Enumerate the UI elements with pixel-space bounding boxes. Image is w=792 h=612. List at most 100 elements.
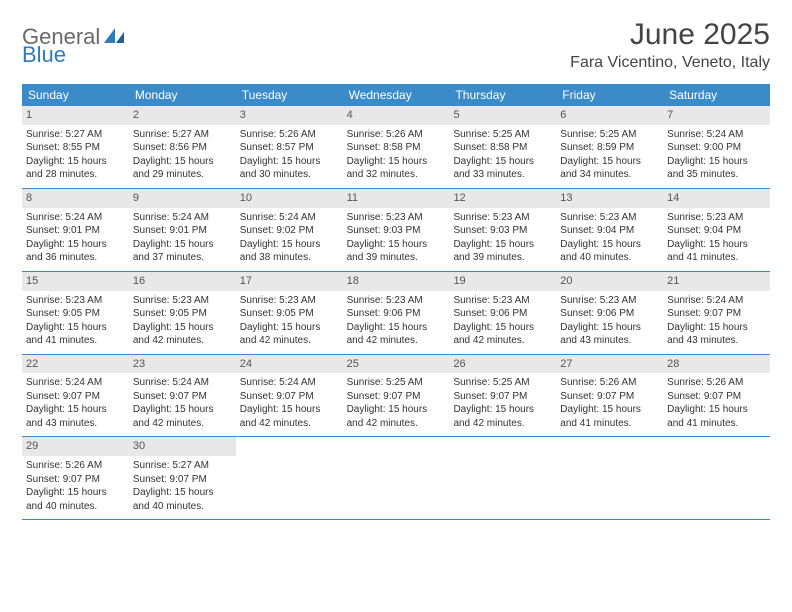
title-block: June 2025 Fara Vicentino, Veneto, Italy [570,18,770,72]
day-cell: 30Sunrise: 5:27 AMSunset: 9:07 PMDayligh… [129,437,236,519]
daylight-line: Daylight: 15 hours and 43 minutes. [26,403,125,430]
day-number: 6 [556,106,663,125]
sunrise-line: Sunrise: 5:25 AM [453,128,552,142]
day-number: 5 [449,106,556,125]
day-number: 1 [22,106,129,125]
sunset-line: Sunset: 9:07 PM [26,390,125,404]
day-body: Sunrise: 5:23 AMSunset: 9:04 PMDaylight:… [556,208,663,271]
daylight-line: Daylight: 15 hours and 42 minutes. [453,403,552,430]
sunrise-line: Sunrise: 5:26 AM [560,376,659,390]
sunset-line: Sunset: 9:05 PM [133,307,232,321]
weeks-container: 1Sunrise: 5:27 AMSunset: 8:55 PMDaylight… [22,106,770,520]
day-body: Sunrise: 5:24 AMSunset: 9:07 PMDaylight:… [129,373,236,436]
daylight-line: Daylight: 15 hours and 34 minutes. [560,155,659,182]
day-body: Sunrise: 5:25 AMSunset: 9:07 PMDaylight:… [449,373,556,436]
day-number: 22 [22,355,129,374]
daylight-line: Daylight: 15 hours and 35 minutes. [667,155,766,182]
day-body: Sunrise: 5:23 AMSunset: 9:06 PMDaylight:… [343,291,450,354]
location-subtitle: Fara Vicentino, Veneto, Italy [570,54,770,72]
day-body: Sunrise: 5:23 AMSunset: 9:05 PMDaylight:… [236,291,343,354]
day-cell: 12Sunrise: 5:23 AMSunset: 9:03 PMDayligh… [449,189,556,271]
weekday-monday: Monday [129,84,236,106]
sunset-line: Sunset: 9:06 PM [453,307,552,321]
daylight-line: Daylight: 15 hours and 28 minutes. [26,155,125,182]
day-cell: 13Sunrise: 5:23 AMSunset: 9:04 PMDayligh… [556,189,663,271]
weekday-wednesday: Wednesday [343,84,450,106]
day-number: 12 [449,189,556,208]
day-number: 17 [236,272,343,291]
sunset-line: Sunset: 9:01 PM [26,224,125,238]
week-row: 22Sunrise: 5:24 AMSunset: 9:07 PMDayligh… [22,355,770,438]
daylight-line: Daylight: 15 hours and 42 minutes. [347,321,446,348]
daylight-line: Daylight: 15 hours and 39 minutes. [453,238,552,265]
day-body: Sunrise: 5:23 AMSunset: 9:03 PMDaylight:… [449,208,556,271]
day-number: 25 [343,355,450,374]
day-body: Sunrise: 5:24 AMSunset: 9:07 PMDaylight:… [236,373,343,436]
day-cell: 1Sunrise: 5:27 AMSunset: 8:55 PMDaylight… [22,106,129,188]
day-number: 9 [129,189,236,208]
sunset-line: Sunset: 9:06 PM [560,307,659,321]
day-cell: 7Sunrise: 5:24 AMSunset: 9:00 PMDaylight… [663,106,770,188]
day-body: Sunrise: 5:24 AMSunset: 9:01 PMDaylight:… [22,208,129,271]
day-number: 24 [236,355,343,374]
sunset-line: Sunset: 9:07 PM [667,390,766,404]
day-cell: 27Sunrise: 5:26 AMSunset: 9:07 PMDayligh… [556,355,663,437]
weekday-saturday: Saturday [663,84,770,106]
sunrise-line: Sunrise: 5:24 AM [240,211,339,225]
day-body: Sunrise: 5:25 AMSunset: 8:58 PMDaylight:… [449,125,556,188]
sunrise-line: Sunrise: 5:23 AM [560,211,659,225]
sunrise-line: Sunrise: 5:26 AM [347,128,446,142]
day-body: Sunrise: 5:25 AMSunset: 8:59 PMDaylight:… [556,125,663,188]
daylight-line: Daylight: 15 hours and 42 minutes. [453,321,552,348]
week-row: 15Sunrise: 5:23 AMSunset: 9:05 PMDayligh… [22,272,770,355]
sunrise-line: Sunrise: 5:23 AM [347,294,446,308]
day-cell: 6Sunrise: 5:25 AMSunset: 8:59 PMDaylight… [556,106,663,188]
day-number: 27 [556,355,663,374]
sunset-line: Sunset: 9:07 PM [667,307,766,321]
daylight-line: Daylight: 15 hours and 42 minutes. [133,403,232,430]
sunset-line: Sunset: 9:03 PM [453,224,552,238]
sunrise-line: Sunrise: 5:23 AM [453,294,552,308]
weekday-tuesday: Tuesday [236,84,343,106]
sunrise-line: Sunrise: 5:24 AM [240,376,339,390]
day-cell [449,437,556,519]
day-number: 21 [663,272,770,291]
weekday-friday: Friday [556,84,663,106]
page-header: General June 2025 Fara Vicentino, Veneto… [22,18,770,72]
day-cell: 3Sunrise: 5:26 AMSunset: 8:57 PMDaylight… [236,106,343,188]
sunset-line: Sunset: 9:05 PM [240,307,339,321]
day-body: Sunrise: 5:23 AMSunset: 9:05 PMDaylight:… [22,291,129,354]
day-number: 4 [343,106,450,125]
day-cell [236,437,343,519]
day-number: 2 [129,106,236,125]
sunset-line: Sunset: 9:05 PM [26,307,125,321]
sunrise-line: Sunrise: 5:23 AM [347,211,446,225]
daylight-line: Daylight: 15 hours and 30 minutes. [240,155,339,182]
day-body: Sunrise: 5:26 AMSunset: 8:57 PMDaylight:… [236,125,343,188]
sunrise-line: Sunrise: 5:23 AM [133,294,232,308]
sunset-line: Sunset: 9:07 PM [453,390,552,404]
daylight-line: Daylight: 15 hours and 43 minutes. [560,321,659,348]
sunrise-line: Sunrise: 5:27 AM [133,459,232,473]
sunset-line: Sunset: 8:56 PM [133,141,232,155]
day-cell: 11Sunrise: 5:23 AMSunset: 9:03 PMDayligh… [343,189,450,271]
daylight-line: Daylight: 15 hours and 42 minutes. [133,321,232,348]
day-body: Sunrise: 5:24 AMSunset: 9:02 PMDaylight:… [236,208,343,271]
sunset-line: Sunset: 9:03 PM [347,224,446,238]
day-number: 19 [449,272,556,291]
daylight-line: Daylight: 15 hours and 42 minutes. [240,321,339,348]
sunset-line: Sunset: 9:01 PM [133,224,232,238]
daylight-line: Daylight: 15 hours and 40 minutes. [560,238,659,265]
sunset-line: Sunset: 8:57 PM [240,141,339,155]
weekday-header-row: Sunday Monday Tuesday Wednesday Thursday… [22,84,770,106]
day-cell: 23Sunrise: 5:24 AMSunset: 9:07 PMDayligh… [129,355,236,437]
day-cell: 9Sunrise: 5:24 AMSunset: 9:01 PMDaylight… [129,189,236,271]
day-cell: 16Sunrise: 5:23 AMSunset: 9:05 PMDayligh… [129,272,236,354]
sunrise-line: Sunrise: 5:24 AM [133,211,232,225]
day-body: Sunrise: 5:24 AMSunset: 9:01 PMDaylight:… [129,208,236,271]
day-cell: 19 Sunrise: 5:23 AMSunset: 9:06 PMDayligh… [449,272,556,354]
day-body: Sunrise: 5:23 AMSunset: 9:05 PMDaylight:… [129,291,236,354]
day-cell: 2Sunrise: 5:27 AMSunset: 8:56 PMDaylight… [129,106,236,188]
sunrise-line: Sunrise: 5:23 AM [453,211,552,225]
day-body: Sunrise: 5:24 AMSunset: 9:07 PMDaylight:… [22,373,129,436]
